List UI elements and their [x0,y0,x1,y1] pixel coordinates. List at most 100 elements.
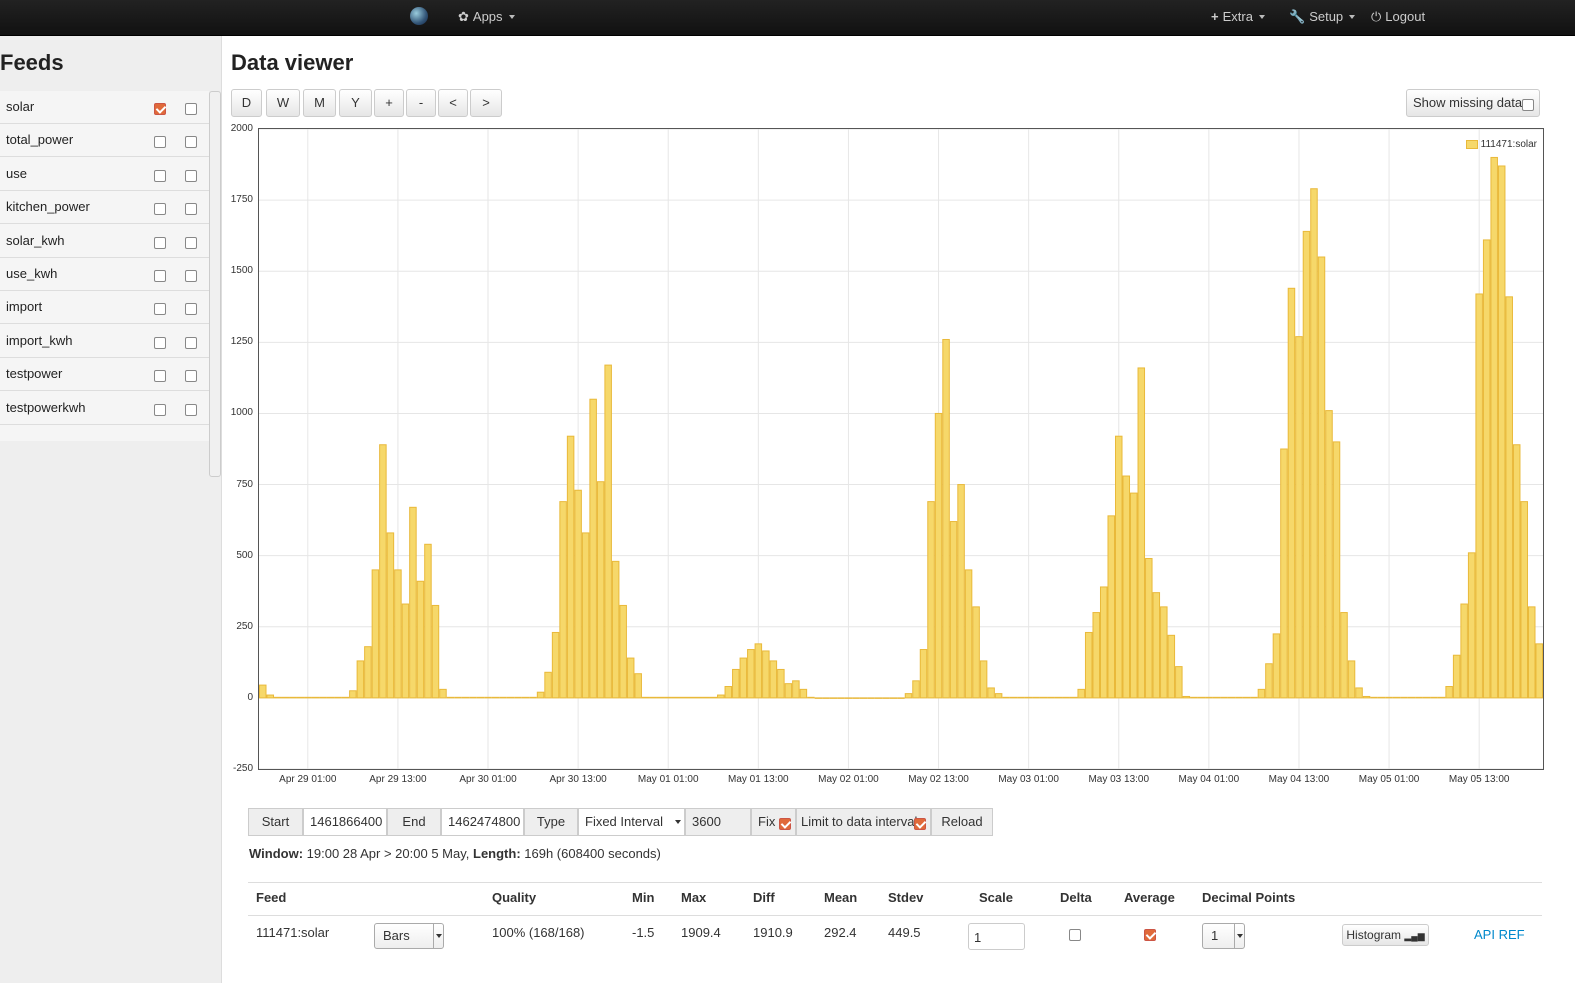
bar [1445,686,1453,699]
sidebar-scrollbar[interactable] [209,91,221,477]
range-button-5[interactable]: - [406,89,436,117]
stats-header-5: Mean [824,890,858,905]
start-label: Start [248,808,303,836]
feed-plot-right-checkbox[interactable] [185,370,197,383]
dropdown-arrow-icon [433,924,443,948]
range-button-6[interactable]: < [438,89,468,117]
feed-row-import_kwh[interactable]: import_kwh [0,324,209,358]
bar [724,686,733,699]
bar [852,697,860,699]
mode-select[interactable]: Bars [374,923,444,949]
range-button-0[interactable]: D [231,89,262,117]
bar [1190,696,1198,699]
feed-row-import[interactable]: import [0,291,209,325]
bar [889,697,898,699]
feed-plot-right-checkbox[interactable] [185,270,197,282]
logout-link[interactable]: ⏻ Logout [1371,0,1425,34]
bar [664,696,672,699]
feed-plot-right-checkbox[interactable] [185,403,197,416]
extra-menu[interactable]: + Extra [1211,0,1265,34]
stats-header-3: Max [681,890,707,905]
sidebar: Feeds solar total_power use kitchen_power so… [0,36,222,983]
fix-toggle[interactable]: Fix [751,808,796,836]
bar [814,697,823,699]
feed-plot-right-checkbox[interactable] [185,136,197,149]
bar [1362,695,1371,699]
emoncms-logo-icon[interactable] [410,7,428,25]
bar [942,338,950,699]
x-tick-label: May 04 13:00 [1268,774,1330,785]
api-ref-link[interactable]: API REF [1474,927,1525,942]
bar [1310,188,1318,699]
feed-row-solar_kwh[interactable]: solar_kwh [0,224,209,258]
histogram-button[interactable]: Histogram ▂▄▆ [1342,924,1429,946]
setup-menu[interactable]: 🔧 Setup [1289,0,1356,34]
show-missing-checkbox[interactable] [1522,99,1534,111]
bar [461,696,470,699]
feed-plot-left-checkbox[interactable] [154,136,166,149]
feed-row-total_power[interactable]: total_power [0,124,209,158]
chart-area[interactable]: 111471:solar [258,128,1544,770]
decimal-points-select[interactable]: 1 [1202,923,1245,949]
feed-label: use_kwh [6,266,58,281]
feed-plot-left-checkbox[interactable] [154,103,166,115]
bar [859,697,868,699]
limit-toggle[interactable]: Limit to data interval [796,808,931,836]
feed-plot-left-checkbox[interactable] [154,169,166,182]
stats-divider [248,915,1542,916]
average-checkbox[interactable] [1144,929,1156,941]
bar [259,684,267,699]
y-tick-label: 1750 [230,194,253,206]
fix-checkbox[interactable] [779,818,791,830]
bar [747,649,755,699]
bar [409,506,417,699]
feed-plot-left-checkbox[interactable] [154,336,166,349]
range-button-3[interactable]: Y [339,89,372,117]
feed-plot-left-checkbox[interactable] [154,303,166,316]
feed-plot-right-checkbox[interactable] [185,303,197,316]
feed-plot-left-checkbox[interactable] [154,270,166,282]
feed-row-kitchen_power[interactable]: kitchen_power [0,191,209,225]
range-button-2[interactable]: M [303,89,336,117]
feed-row-use[interactable]: use [0,157,209,191]
bar [1175,666,1183,699]
feed-plot-right-checkbox[interactable] [185,103,197,115]
feed-plot-left-checkbox[interactable] [154,236,166,249]
feed-plot-right-checkbox[interactable] [185,236,197,249]
feed-plot-right-checkbox[interactable] [185,203,197,216]
bar [394,569,402,699]
feed-row-testpowerkwh[interactable]: testpowerkwh [0,391,209,425]
show-missing-toggle[interactable]: Show missing data: [1406,89,1540,117]
delta-checkbox[interactable] [1069,929,1081,941]
y-tick-label: 250 [236,620,253,632]
feed-row-testpower[interactable]: testpower [0,358,209,392]
stdev-value: 449.5 [888,925,921,940]
scale-input[interactable]: 1 [968,923,1025,950]
feed-row-solar[interactable]: solar [0,91,209,124]
bar [1527,606,1536,699]
interval-input[interactable]: 3600 [685,808,751,836]
feed-row-use_kwh[interactable]: use_kwh [0,258,209,291]
bar [1467,552,1476,699]
apps-menu[interactable]: ✿ Apps [458,0,515,34]
feed-plot-right-checkbox[interactable] [185,336,197,349]
feed-plot-left-checkbox[interactable] [154,203,166,216]
range-button-4[interactable]: + [374,89,404,117]
limit-checkbox[interactable] [914,818,926,830]
bar [1295,336,1303,699]
feed-plot-left-checkbox[interactable] [154,370,166,383]
x-tick-label: May 02 01:00 [818,774,879,785]
range-button-1[interactable]: W [266,89,300,117]
reload-button[interactable]: Reload [931,808,993,836]
range-button-7[interactable]: > [470,89,502,117]
bar [446,696,455,699]
start-input[interactable]: 1461866400 [303,808,387,836]
x-tick-label: May 05 13:00 [1448,774,1510,785]
feed-plot-left-checkbox[interactable] [154,403,166,416]
feed-plot-right-checkbox[interactable] [185,169,197,182]
bar [792,680,800,699]
type-select[interactable]: Fixed Interval [578,808,685,836]
x-tick-label: May 01 13:00 [728,774,789,785]
bar [1265,663,1273,699]
end-input[interactable]: 1462474800 [441,808,524,836]
